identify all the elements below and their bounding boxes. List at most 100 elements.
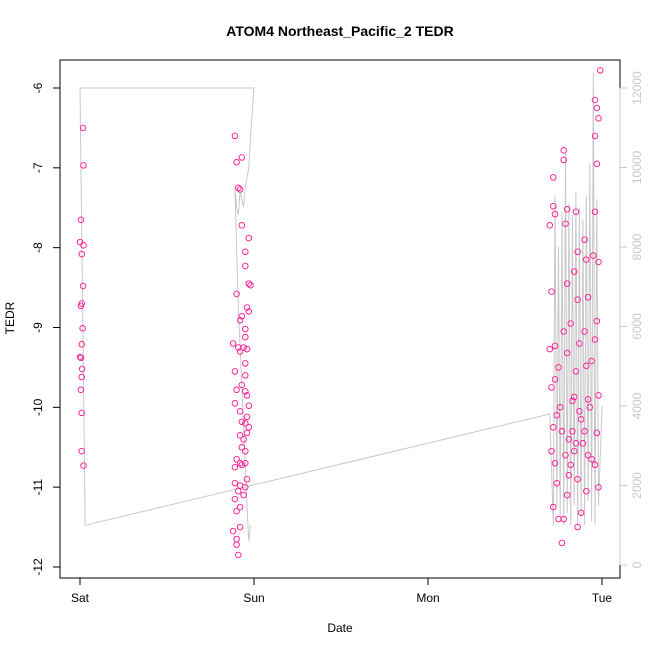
data-point bbox=[236, 408, 244, 415]
data-point bbox=[595, 392, 602, 399]
data-point bbox=[565, 436, 573, 443]
data-point bbox=[238, 313, 246, 320]
data-point bbox=[79, 325, 86, 332]
data-point bbox=[593, 104, 601, 112]
data-point bbox=[560, 515, 567, 523]
data-point bbox=[233, 386, 240, 394]
data-point bbox=[243, 345, 251, 353]
data-point bbox=[231, 400, 239, 407]
data-point bbox=[591, 461, 599, 469]
data-point bbox=[242, 333, 249, 341]
data-point bbox=[240, 436, 247, 443]
data-point bbox=[591, 208, 599, 215]
x-tick-label: Sun bbox=[243, 591, 264, 605]
data-point bbox=[236, 317, 244, 324]
y2-tick-label: 12000 bbox=[630, 71, 644, 105]
data-point bbox=[80, 242, 87, 249]
data-point bbox=[551, 210, 559, 218]
data-point bbox=[548, 288, 555, 295]
y-tick-label: -7 bbox=[31, 162, 45, 173]
y-axis-left: -12 -11 -10 -9 -8 -7 -6 bbox=[31, 82, 61, 576]
data-point bbox=[236, 482, 244, 489]
point-series-group bbox=[76, 67, 604, 559]
data-point bbox=[231, 463, 239, 471]
y2-tick-label: 0 bbox=[630, 561, 644, 568]
data-point bbox=[238, 444, 246, 451]
data-point bbox=[593, 317, 601, 325]
data-point bbox=[586, 404, 594, 411]
data-point bbox=[242, 388, 249, 395]
data-point bbox=[242, 262, 249, 270]
line-series bbox=[80, 87, 255, 542]
data-point bbox=[553, 479, 561, 487]
data-point bbox=[581, 328, 588, 335]
data-point bbox=[548, 384, 555, 391]
data-point bbox=[243, 392, 251, 399]
data-point bbox=[78, 365, 86, 373]
data-point bbox=[236, 186, 244, 193]
data-point bbox=[245, 280, 253, 287]
data-point bbox=[562, 451, 569, 459]
data-point bbox=[245, 424, 253, 431]
data-point bbox=[576, 408, 583, 415]
data-point bbox=[550, 174, 557, 181]
data-point bbox=[242, 483, 249, 491]
data-point bbox=[555, 364, 562, 371]
data-point bbox=[590, 252, 597, 259]
y-tick-label: -10 bbox=[31, 398, 45, 416]
data-point bbox=[560, 147, 567, 154]
data-point bbox=[563, 491, 571, 499]
data-point bbox=[577, 416, 585, 423]
data-point bbox=[570, 447, 578, 455]
y-tick-label: -9 bbox=[31, 322, 45, 333]
data-point bbox=[558, 428, 566, 435]
data-point bbox=[76, 353, 84, 361]
data-point bbox=[245, 234, 253, 242]
data-point bbox=[560, 156, 567, 164]
data-point bbox=[236, 503, 244, 511]
data-point bbox=[583, 487, 590, 495]
data-point bbox=[240, 491, 247, 499]
data-point bbox=[563, 349, 571, 357]
data-point bbox=[238, 381, 246, 389]
data-point bbox=[591, 132, 599, 140]
data-point bbox=[570, 268, 578, 275]
line-series bbox=[79, 72, 603, 526]
data-point bbox=[563, 280, 571, 287]
x-axis-label: Date bbox=[327, 621, 353, 635]
line-series-group bbox=[79, 72, 603, 542]
data-point bbox=[583, 256, 590, 263]
data-point bbox=[243, 304, 251, 311]
y2-tick-label: 6000 bbox=[630, 313, 644, 340]
data-point bbox=[235, 487, 242, 495]
x-tick-label: Sat bbox=[71, 591, 90, 605]
data-point bbox=[595, 115, 602, 122]
data-point bbox=[242, 372, 249, 379]
data-point bbox=[567, 461, 574, 469]
data-point bbox=[584, 451, 592, 459]
data-point bbox=[581, 428, 588, 435]
data-point bbox=[238, 154, 246, 161]
y-axis-label: TEDR bbox=[3, 301, 17, 334]
data-point bbox=[572, 440, 580, 447]
data-point bbox=[233, 455, 240, 463]
data-point bbox=[572, 368, 580, 375]
data-point bbox=[242, 447, 249, 455]
data-point bbox=[574, 523, 581, 531]
data-point bbox=[233, 507, 240, 515]
data-point bbox=[233, 541, 240, 548]
data-point bbox=[579, 440, 587, 447]
y-tick-label: -12 bbox=[31, 558, 45, 576]
x-tick-label: Mon bbox=[416, 591, 439, 605]
data-point bbox=[583, 362, 590, 370]
data-point bbox=[597, 67, 604, 74]
data-point bbox=[563, 206, 571, 213]
data-point bbox=[229, 527, 237, 535]
x-axis: Sat Sun Mon Tue bbox=[71, 577, 612, 605]
data-point bbox=[577, 509, 585, 516]
data-point bbox=[77, 216, 85, 223]
data-point bbox=[550, 503, 557, 511]
data-point bbox=[546, 222, 554, 229]
data-point bbox=[78, 447, 85, 455]
